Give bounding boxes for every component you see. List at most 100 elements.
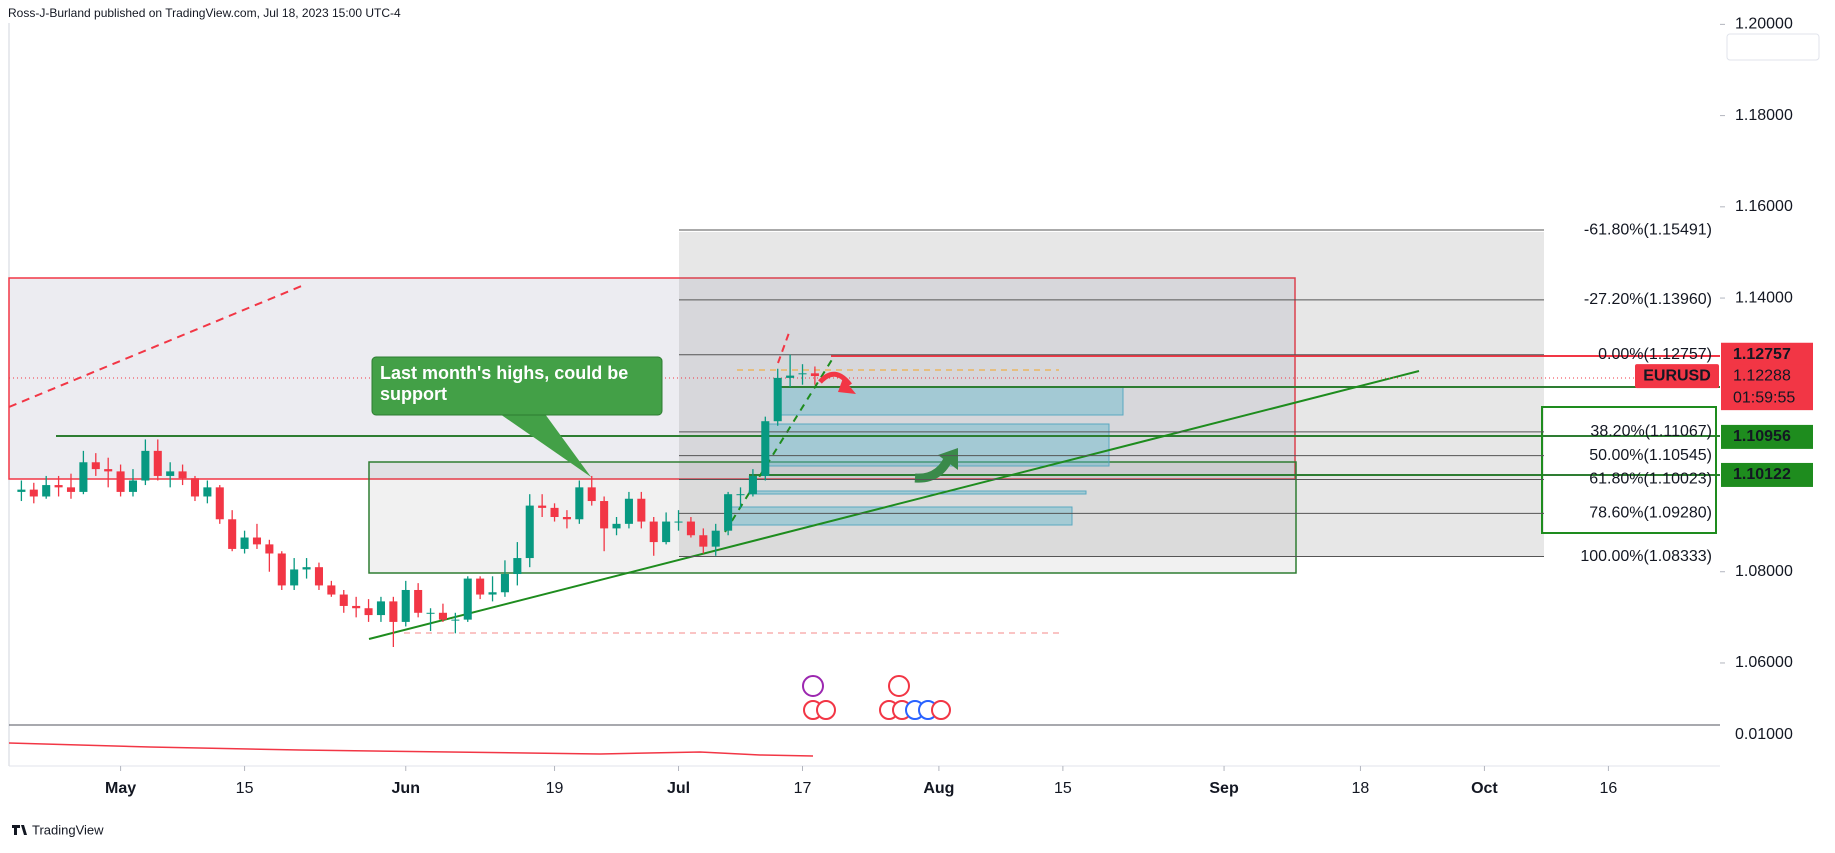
- price-label: 1.10956: [1733, 428, 1791, 445]
- candle-body: [364, 608, 373, 616]
- y-tick-label: 1.20000: [1735, 16, 1793, 33]
- candle-body: [476, 578, 485, 595]
- candle-body: [401, 589, 410, 622]
- candle-body: [686, 521, 695, 536]
- candle-body: [438, 612, 447, 620]
- candle-body: [17, 489, 26, 492]
- candle-body: [339, 594, 348, 606]
- logo: [12, 825, 27, 835]
- countdown: 01:59:55: [1733, 389, 1795, 406]
- candle-body: [637, 498, 646, 522]
- candle-body: [252, 537, 262, 545]
- symbol: EURUSD: [1643, 367, 1711, 384]
- candle-body: [54, 485, 63, 488]
- footer: TradingView: [32, 822, 104, 837]
- candle-body: [761, 421, 770, 476]
- x-tick-label: 19: [546, 780, 564, 797]
- price-label-box: [1721, 342, 1813, 367]
- blue-zone: [765, 423, 1110, 467]
- candle-body: [327, 585, 336, 595]
- callout-text-box: Last month's highs, could be support: [380, 363, 629, 404]
- price-label-box: [1721, 424, 1813, 449]
- candle-body: [91, 462, 100, 470]
- candle-body: [352, 605, 361, 609]
- candle-body: [302, 567, 311, 570]
- x-tick-label: Jun: [392, 780, 420, 797]
- candle-body: [290, 569, 299, 586]
- candle-body: [786, 375, 795, 378]
- trend-line-dashed: [724, 357, 834, 533]
- y-tick-label: 1.06000: [1735, 654, 1793, 671]
- candle-body: [724, 494, 733, 531]
- price-label: 1.10122: [1733, 466, 1791, 483]
- candle-body: [277, 553, 286, 586]
- callout: [371, 356, 663, 416]
- annotation: Last month's highs, could be support: [380, 363, 629, 404]
- x-tick-label: 17: [794, 780, 812, 797]
- candle-body: [538, 505, 547, 508]
- candle-body: [600, 501, 609, 529]
- candle-body: [66, 487, 76, 492]
- candle-body: [414, 589, 423, 613]
- y-tick-label: 1.18000: [1735, 107, 1793, 124]
- x-tick-label: 15: [236, 780, 254, 797]
- candle-body: [29, 489, 38, 497]
- candle-body: [674, 521, 683, 523]
- candle-body: [463, 578, 472, 620]
- candle-body: [624, 498, 633, 524]
- candle-body: [612, 523, 621, 529]
- x-tick-label: 16: [1600, 780, 1618, 797]
- toolbar-box: [1726, 33, 1820, 61]
- x-tick-label: 18: [1352, 780, 1370, 797]
- fib-label: 38.20%(1.11067): [1590, 423, 1712, 440]
- fib-label: 100.00%(1.08333): [1580, 548, 1712, 565]
- target-box: [1541, 406, 1717, 534]
- candle-body: [141, 450, 150, 481]
- candle-body: [228, 519, 237, 549]
- price-label: 1.12757: [1733, 346, 1791, 363]
- candle-body: [699, 535, 708, 547]
- candle-body: [426, 612, 435, 614]
- candle-body: [166, 471, 175, 476]
- arrow-head: [938, 448, 958, 470]
- fib-label: 50.00%(1.10545): [1589, 447, 1712, 464]
- candle-body: [662, 521, 671, 543]
- candle-body: [314, 567, 323, 586]
- blue-zone: [727, 506, 1073, 526]
- fib-label: -61.80%(1.15491): [1584, 221, 1712, 238]
- candle-body: [736, 494, 745, 496]
- fib-label: 61.80%(1.10023): [1589, 471, 1712, 488]
- candle-body: [500, 574, 509, 593]
- y-tick-label: 1.08000: [1735, 563, 1793, 580]
- indicator-line: [8, 742, 814, 757]
- candle-body: [798, 373, 807, 375]
- candle-body: [649, 521, 658, 543]
- y-tick-label: 1.16000: [1735, 198, 1793, 215]
- candle-body: [203, 487, 212, 497]
- callout-pointer: [500, 414, 591, 477]
- blue-zone: [777, 386, 1124, 416]
- candle-body: [451, 619, 460, 621]
- candle-body: [116, 471, 125, 492]
- event-icons: [802, 675, 951, 720]
- candle-body: [79, 462, 88, 492]
- candle-body: [550, 507, 559, 517]
- blue-zone: [748, 490, 1087, 495]
- candle-body: [265, 544, 274, 554]
- fib-label: 78.60%(1.09280): [1589, 505, 1712, 522]
- trend-line-dashed: [8, 284, 305, 408]
- arrow: [818, 371, 852, 387]
- x-tick-label: 15: [1054, 780, 1072, 797]
- symbol-box: [1635, 364, 1719, 389]
- x-tick-label: Jul: [667, 780, 690, 797]
- candle-body: [773, 377, 782, 422]
- last-price: 1.12288: [1733, 367, 1791, 384]
- candle-body: [575, 487, 584, 520]
- candle-body: [513, 558, 522, 575]
- x-tick-label: May: [105, 780, 136, 797]
- candle-body: [488, 592, 497, 595]
- fib-label: 0.00%(1.12757): [1598, 346, 1712, 363]
- zone-box: [368, 461, 1297, 574]
- candle-body: [389, 601, 398, 622]
